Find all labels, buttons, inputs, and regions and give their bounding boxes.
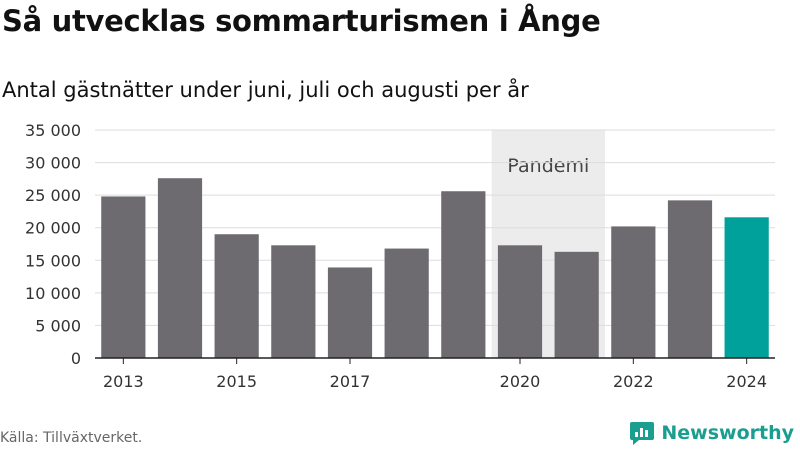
bar-2018 <box>384 248 429 358</box>
bar-2017 <box>327 267 373 358</box>
bar-2023 <box>667 200 713 358</box>
bar-2021 <box>554 251 599 358</box>
x-tick-label: 2022 <box>613 372 654 391</box>
x-tick-label: 2020 <box>500 372 541 391</box>
brand-name: Newsworthy <box>661 422 794 444</box>
pandemic-band-label: Pandemi <box>507 155 589 177</box>
chart-title: Så utvecklas sommarturismen i Ånge <box>2 4 601 38</box>
chart-subtitle: Antal gästnätter under juni, juli och au… <box>2 78 529 102</box>
bar-2019 <box>441 191 486 358</box>
y-tick-label: 35 000 <box>25 121 81 140</box>
bar-2016 <box>271 245 316 358</box>
bar-chart: Pandemi 0 5 000 10 000 15 000 20 000 25 000 30… <box>25 121 775 391</box>
y-tick-label: 20 000 <box>25 219 81 238</box>
bar-2014 <box>157 178 203 358</box>
y-tick-label: 10 000 <box>25 284 81 303</box>
source-note: Källa: Tillväxtverket. <box>0 430 143 446</box>
x-tick-label: 2024 <box>726 372 767 391</box>
bar-2020 <box>497 245 543 358</box>
y-tick-label: 30 000 <box>25 154 81 173</box>
bar-2024 <box>724 217 769 358</box>
bar-2015 <box>214 234 259 358</box>
x-tick-label: 2017 <box>330 372 371 391</box>
x-tick-label: 2013 <box>103 372 144 391</box>
y-tick-label: 25 000 <box>25 186 81 205</box>
bar-2013 <box>101 196 146 358</box>
brand-logo: Newsworthy <box>629 420 794 446</box>
y-tick-label: 15 000 <box>25 251 81 270</box>
y-tick-label: 5 000 <box>35 316 81 335</box>
x-tick-label: 2015 <box>216 372 257 391</box>
bar-2022 <box>611 226 656 358</box>
y-tick-label: 0 <box>71 349 81 368</box>
newsworthy-logo-icon <box>630 422 655 445</box>
